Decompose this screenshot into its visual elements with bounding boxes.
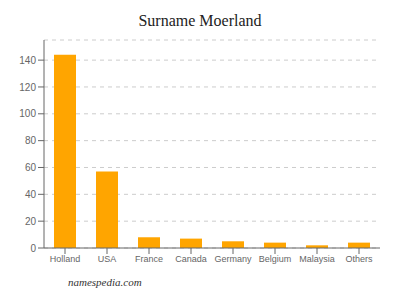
svg-text:40: 40: [25, 189, 37, 200]
svg-text:Canada: Canada: [175, 254, 207, 264]
svg-text:120: 120: [19, 82, 36, 93]
svg-text:60: 60: [25, 162, 37, 173]
svg-text:Belgium: Belgium: [259, 254, 292, 264]
svg-text:100: 100: [19, 108, 36, 119]
svg-text:France: France: [135, 254, 163, 264]
svg-text:Others: Others: [345, 254, 373, 264]
svg-text:80: 80: [25, 135, 37, 146]
svg-text:20: 20: [25, 216, 37, 227]
svg-text:USA: USA: [98, 254, 117, 264]
svg-text:140: 140: [19, 55, 36, 66]
html-text:Surname Moerland: Surname Moerland: [138, 12, 262, 29]
svg-text:0: 0: [30, 243, 36, 254]
svg-text:Germany: Germany: [214, 254, 252, 264]
html-text:namespedia.com: namespedia.com: [68, 276, 142, 288]
svg-text:Malaysia: Malaysia: [299, 254, 335, 264]
svg-text:Holland: Holland: [50, 254, 81, 264]
